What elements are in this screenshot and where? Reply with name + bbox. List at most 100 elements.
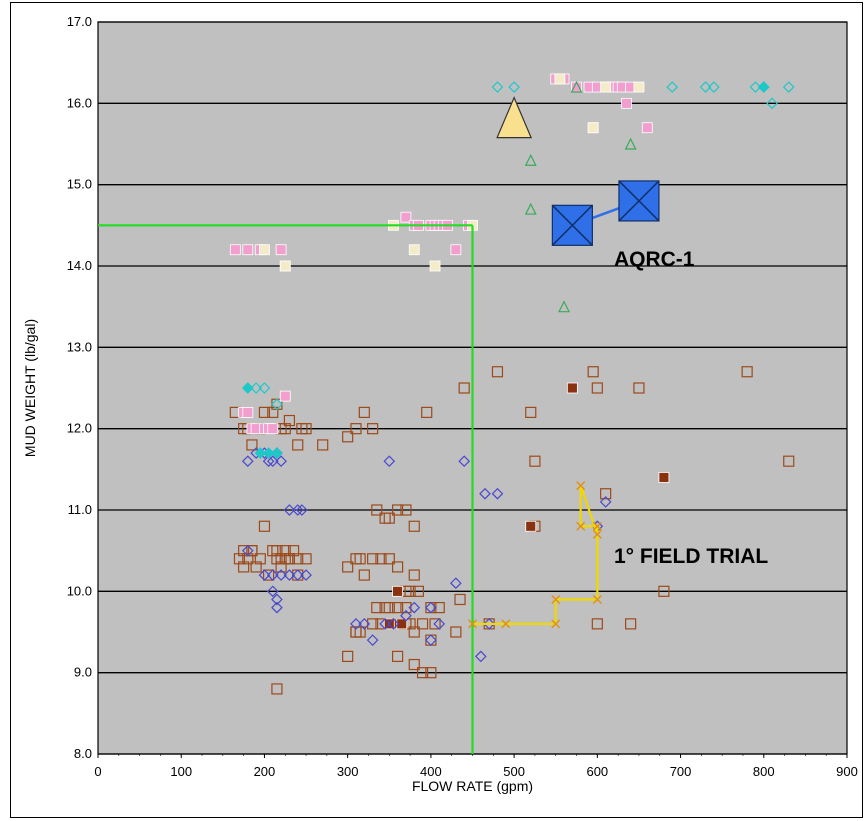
data-point: [783, 455, 795, 467]
data-point: [479, 487, 491, 500]
data-point: [387, 618, 400, 630]
data-point: [408, 244, 420, 256]
data-point: [292, 439, 304, 451]
data-point: [283, 414, 296, 427]
data-point: [383, 553, 395, 565]
data-point: [283, 569, 296, 581]
data-point: [258, 406, 271, 418]
data-point: [300, 423, 312, 435]
data-point: [433, 618, 446, 630]
data-point: [250, 561, 262, 573]
aqrc-marker-cross: [551, 204, 593, 246]
y-tick-label: 12.0: [67, 421, 92, 436]
data-point: [587, 122, 599, 134]
data-point: [392, 504, 404, 516]
y-tick-label: 14.0: [67, 258, 92, 273]
data-point: [342, 431, 354, 443]
data-point: [416, 618, 429, 630]
data-point: [416, 667, 429, 679]
y-tick-label: 8.0: [74, 746, 92, 761]
data-point: [350, 618, 362, 630]
data-point: [350, 626, 362, 638]
data-point: [279, 390, 291, 402]
data-point: [367, 618, 379, 630]
data-point: [379, 618, 391, 630]
data-point: [267, 423, 279, 435]
data-point: [491, 487, 504, 500]
data-point: [554, 73, 566, 85]
data-point: [371, 504, 383, 516]
data-point: [591, 618, 603, 630]
data-point: [267, 545, 279, 557]
field-trial-marker: [551, 619, 561, 629]
scatter-chart: 8.0 9.0 10.0 11.0 12.0 13.0 14.0 15.0 16.0 17.0 0 1…: [22, 14, 858, 794]
x-axis-label: FLOW RATE (gpm): [412, 778, 533, 794]
data-point: [741, 366, 753, 378]
data-point: [275, 569, 287, 581]
data-point: [275, 561, 287, 573]
data-point: [291, 504, 304, 516]
data-point: [392, 585, 404, 597]
data-point: [658, 585, 670, 597]
data-point: [271, 447, 283, 459]
y-tick-label: 13.0: [67, 339, 92, 354]
x-tick-label: 0: [94, 764, 101, 779]
data-point: [271, 601, 283, 614]
data-point: [254, 447, 267, 459]
data-point: [558, 300, 571, 313]
data-point: [400, 609, 412, 622]
y-tick-label: 9.0: [74, 665, 92, 680]
data-point: [242, 406, 254, 418]
field-trial-marker: [468, 619, 477, 629]
data-point: [624, 137, 637, 150]
data-point: [241, 382, 254, 394]
data-point: [246, 545, 258, 557]
data-point: [292, 553, 304, 565]
data-point: [412, 585, 425, 597]
data-point: [483, 618, 495, 630]
data-point: [250, 382, 262, 394]
data-point: [429, 618, 441, 630]
x-tick-label: 500: [503, 764, 525, 779]
data-point: [254, 553, 266, 565]
data-point: [621, 97, 632, 109]
data-point: [408, 520, 420, 532]
x-tick-label: 700: [670, 764, 692, 779]
data-point: [525, 520, 537, 532]
data-point: [291, 569, 304, 581]
data-point: [383, 512, 395, 524]
data-point: [267, 406, 279, 418]
data-point: [350, 423, 362, 435]
y-tick-label: 17.0: [67, 14, 92, 29]
data-point: [587, 366, 599, 378]
data-point: [375, 553, 387, 565]
data-point: [570, 80, 583, 93]
data-point: [400, 504, 412, 516]
data-point: [262, 455, 275, 468]
data-point: [371, 601, 383, 614]
data-point: [749, 81, 762, 93]
data-point: [383, 455, 396, 468]
data-point: [354, 553, 366, 565]
data-point: [275, 455, 287, 468]
data-point: [525, 406, 537, 418]
data-point: [757, 81, 770, 93]
field-trial-marker: [576, 521, 586, 531]
data-point: [658, 472, 670, 483]
data-point: [283, 504, 296, 516]
data-point: [271, 683, 283, 695]
x-tick-label: 400: [420, 764, 442, 779]
data-point: [425, 601, 437, 614]
data-point: [358, 406, 370, 418]
data-point: [271, 553, 283, 565]
data-point: [229, 244, 241, 256]
data-point: [317, 439, 329, 451]
data-point: [279, 423, 291, 435]
data-point: [699, 81, 712, 93]
data-point: [271, 593, 283, 606]
y-tick-label: 15.0: [67, 177, 92, 192]
data-point: [383, 601, 395, 614]
data-point: [766, 97, 778, 110]
data-point: [408, 658, 420, 671]
data-point: [458, 382, 470, 394]
